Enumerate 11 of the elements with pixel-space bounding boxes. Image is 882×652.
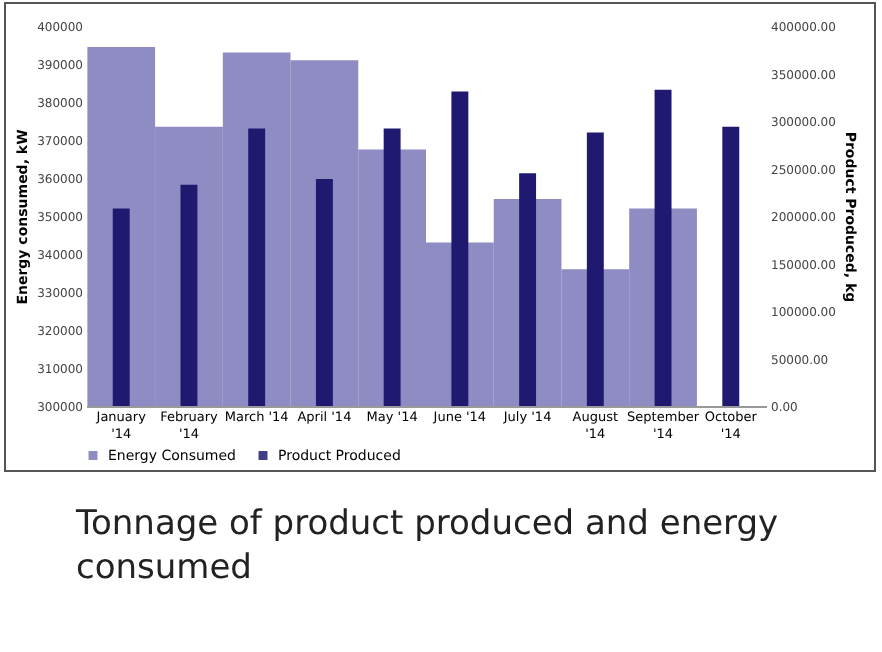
- bar: [315, 178, 333, 406]
- text: Tonnage of product produced and energy consumed: [76, 502, 781, 591]
- bar: [586, 132, 604, 406]
- bar: [654, 89, 672, 406]
- bar: [248, 128, 266, 406]
- bar: [180, 184, 198, 406]
- bar: [519, 173, 537, 406]
- bar: [722, 126, 740, 406]
- bar: [112, 208, 130, 406]
- bar: [383, 128, 401, 406]
- bar: [451, 91, 469, 406]
